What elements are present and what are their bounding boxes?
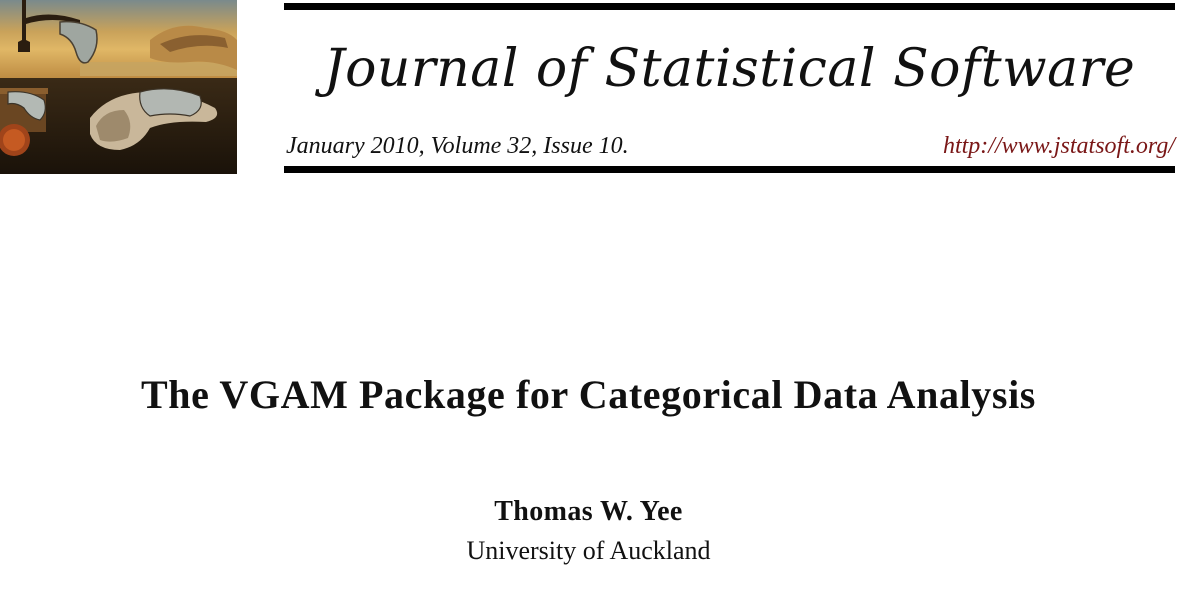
author-name: Thomas W. Yee: [494, 496, 683, 527]
issue-info: January 2010, Volume 32, Issue 10.: [286, 133, 629, 159]
header-top-rule: [284, 3, 1175, 10]
header-bottom-rule: [284, 166, 1175, 173]
journal-url-link[interactable]: http://www.jstatsoft.org/: [942, 133, 1175, 159]
paper-title: The VGAM Package for Categorical Data An…: [141, 372, 1036, 417]
journal-cover-image: [0, 0, 237, 174]
author-affiliation: University of Auckland: [466, 536, 711, 565]
journal-name: Journal of Statistical Software: [323, 39, 1136, 99]
